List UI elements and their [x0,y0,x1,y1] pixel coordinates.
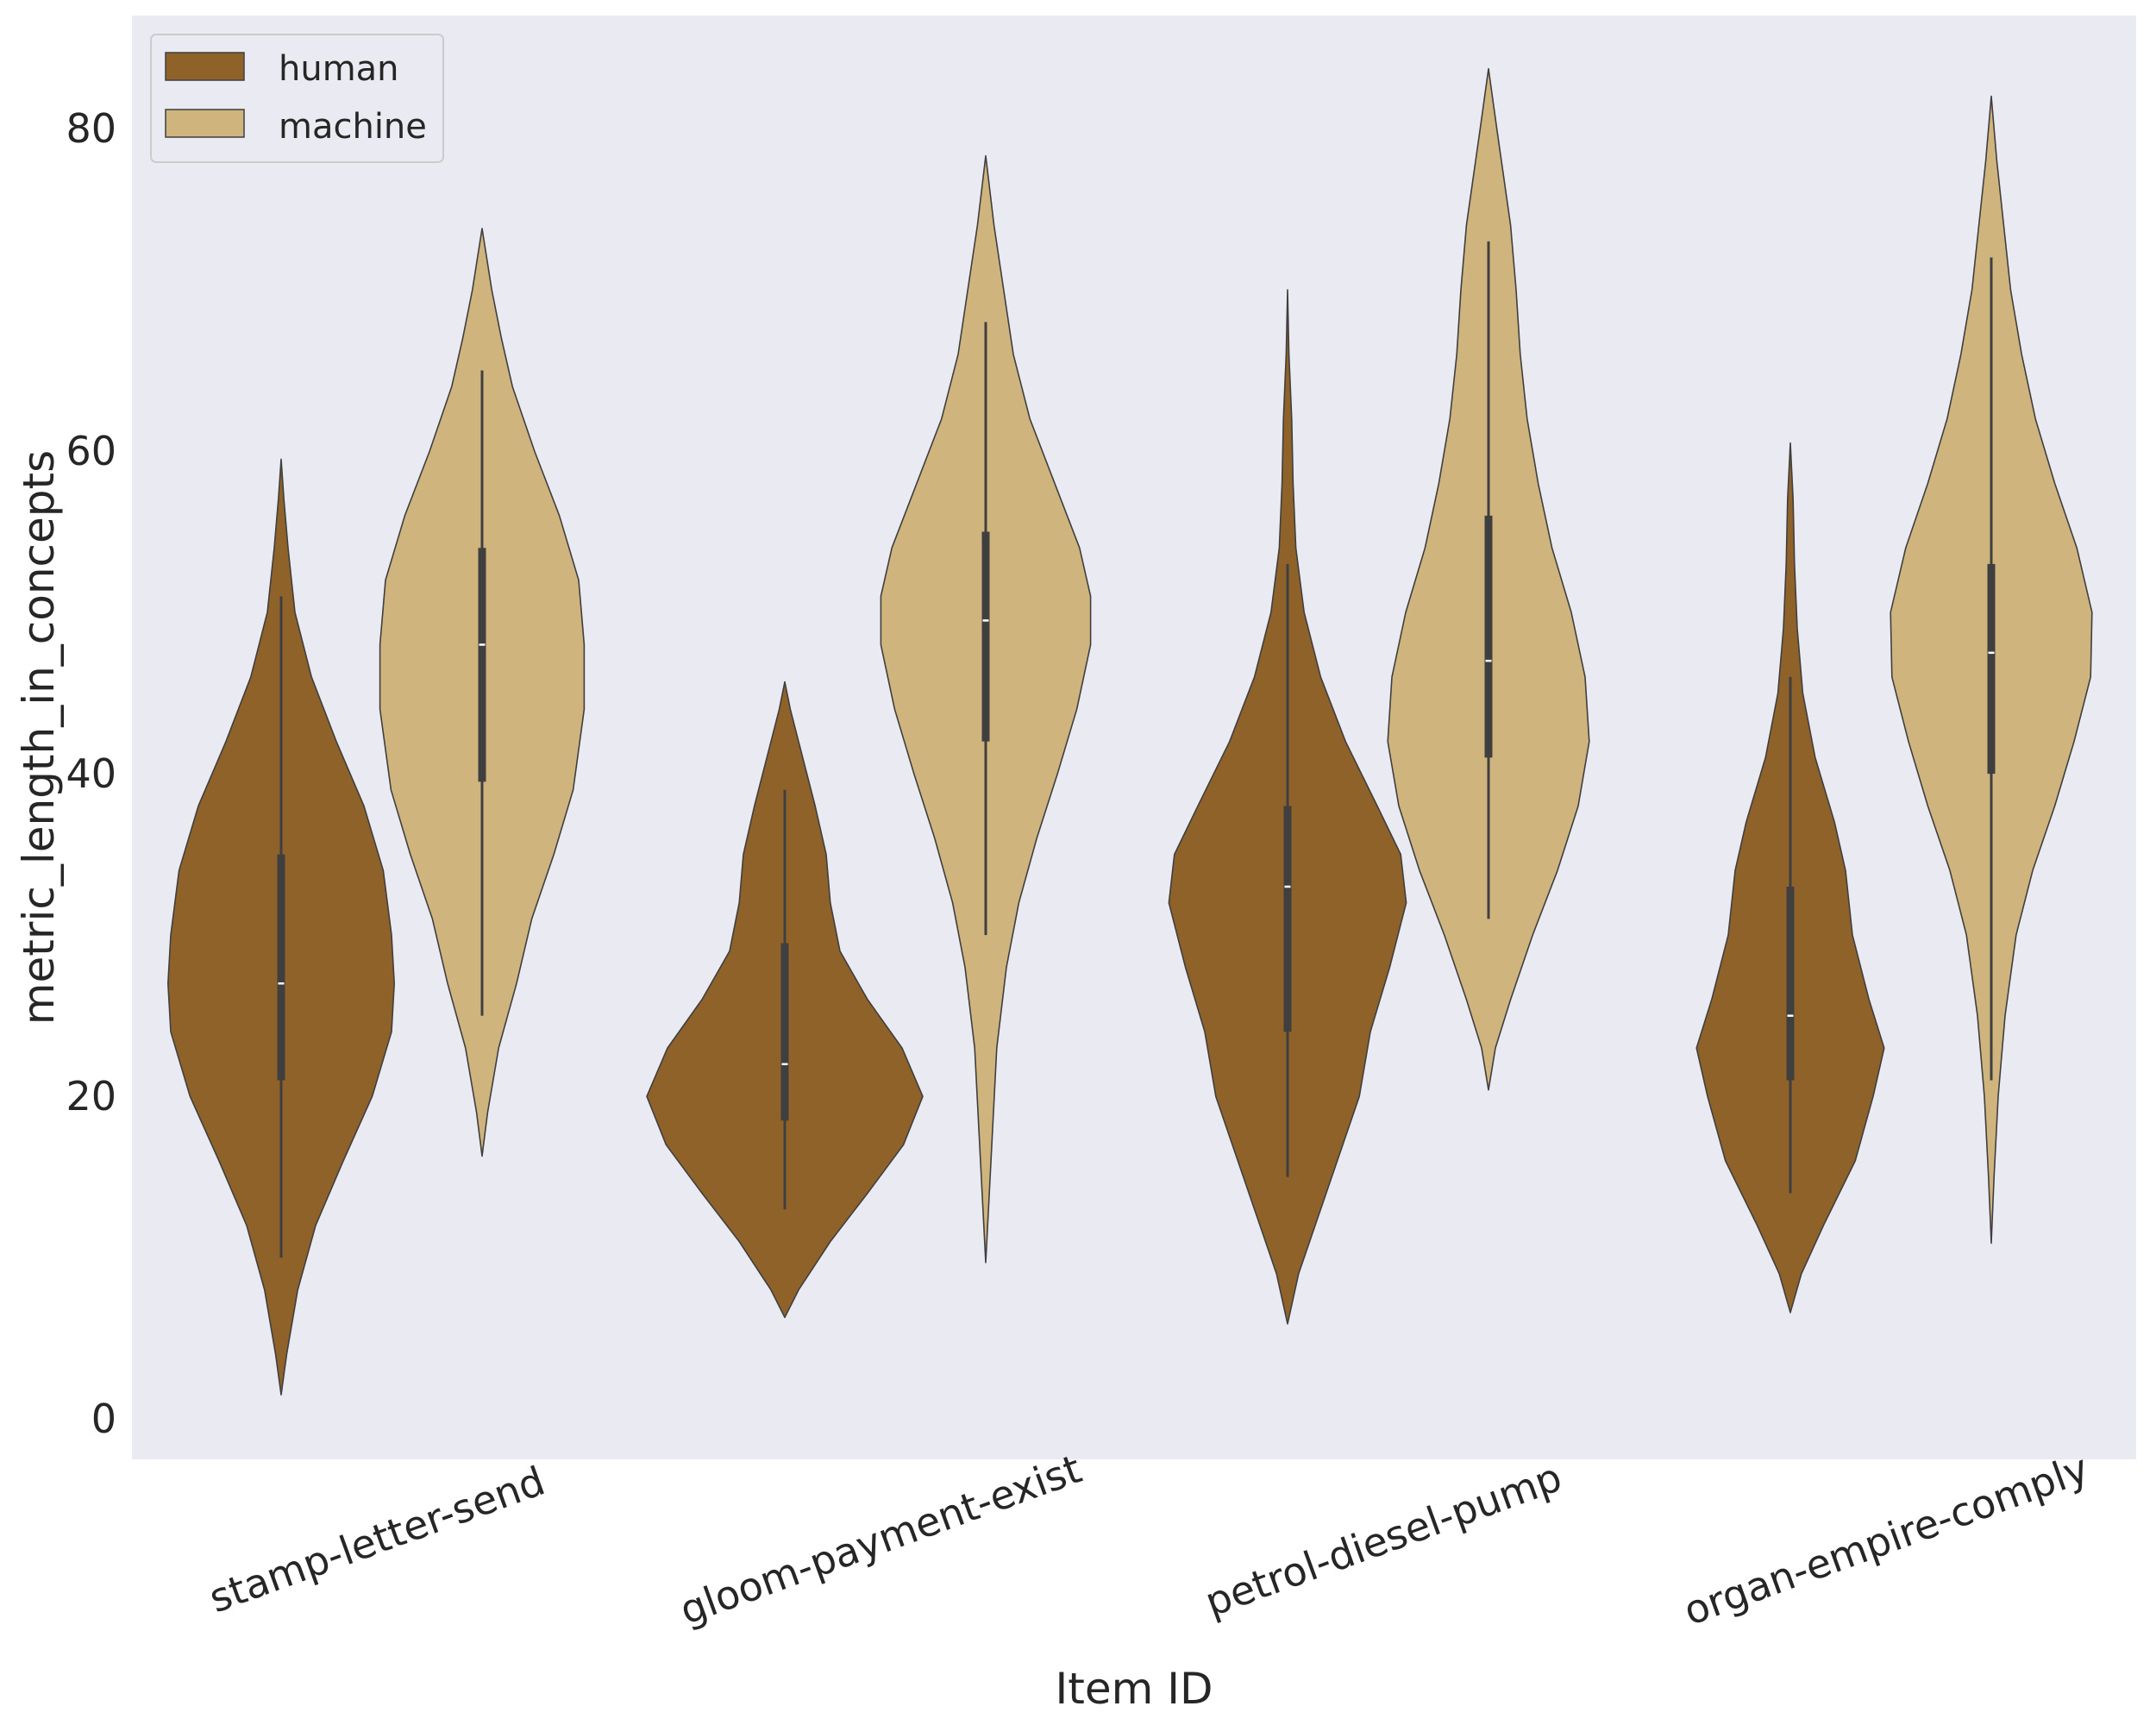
y-tick-labels: 0 20 40 60 80 [66,105,116,1442]
x-axis-label: Item ID [1056,1664,1213,1714]
y-tick-label: 60 [66,428,116,474]
y-axis-label: metric_length_in_concepts [14,450,64,1025]
legend-label-machine: machine [279,107,427,147]
y-tick-label: 80 [66,105,116,152]
y-tick-label: 20 [66,1073,116,1120]
legend-swatch-human [165,52,245,81]
violins-layer [167,67,2093,1396]
y-tick-label: 40 [66,750,116,797]
x-tick-label: organ-empire-comply [1677,1445,2094,1634]
y-tick-label: 0 [91,1396,116,1442]
x-tick-labels: stamp-letter-send gloom-payment-exist petr… [203,1445,2094,1634]
x-tick-label: gloom-payment-exist [674,1446,1087,1634]
x-tick-label: stamp-letter-send [203,1458,550,1622]
x-tick-label: petrol-diesel-pump [1199,1453,1567,1626]
legend-label-human: human [279,49,399,89]
legend-swatch-machine [165,109,245,138]
legend: human machine [150,34,444,163]
